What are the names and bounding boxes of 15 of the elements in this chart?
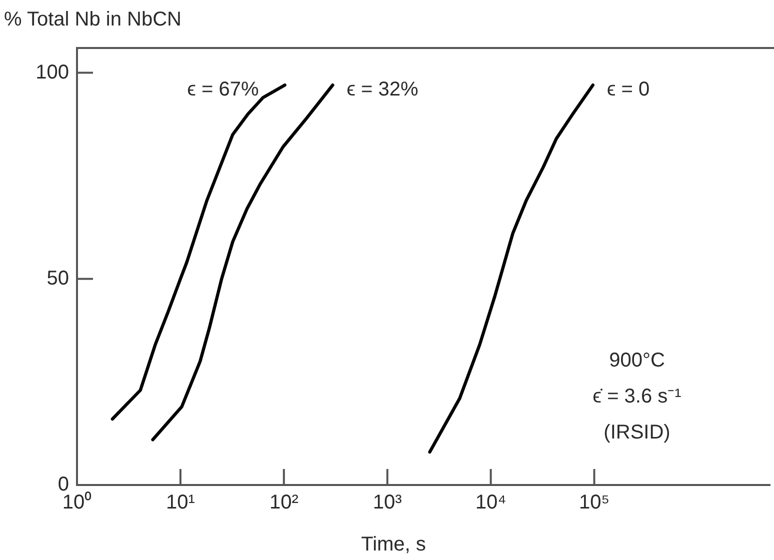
x-tick-label: 10¹ bbox=[166, 492, 196, 514]
y-axis-title: % Total Nb in NbCN bbox=[4, 8, 182, 31]
series-label: ϵ = 0 bbox=[606, 78, 650, 101]
x-tick-label: 10⁵ bbox=[578, 492, 610, 514]
annotation: 900°C bbox=[609, 350, 665, 372]
x-tick-label: 10³ bbox=[372, 492, 402, 514]
x-tick-label: 10⁴ bbox=[475, 492, 506, 514]
x-axis-title: Time, s bbox=[361, 534, 426, 556]
y-tick-label: 100 bbox=[36, 61, 69, 84]
series-label: ϵ = 67% bbox=[187, 78, 259, 101]
y-tick-label: 50 bbox=[46, 267, 69, 290]
annotation: (IRSID) bbox=[604, 422, 670, 444]
annotation: ϵ̇ = 3.6 s⁻¹ bbox=[592, 386, 682, 408]
x-tick-label: 10² bbox=[269, 492, 299, 514]
series-label: ϵ = 32% bbox=[346, 78, 419, 101]
